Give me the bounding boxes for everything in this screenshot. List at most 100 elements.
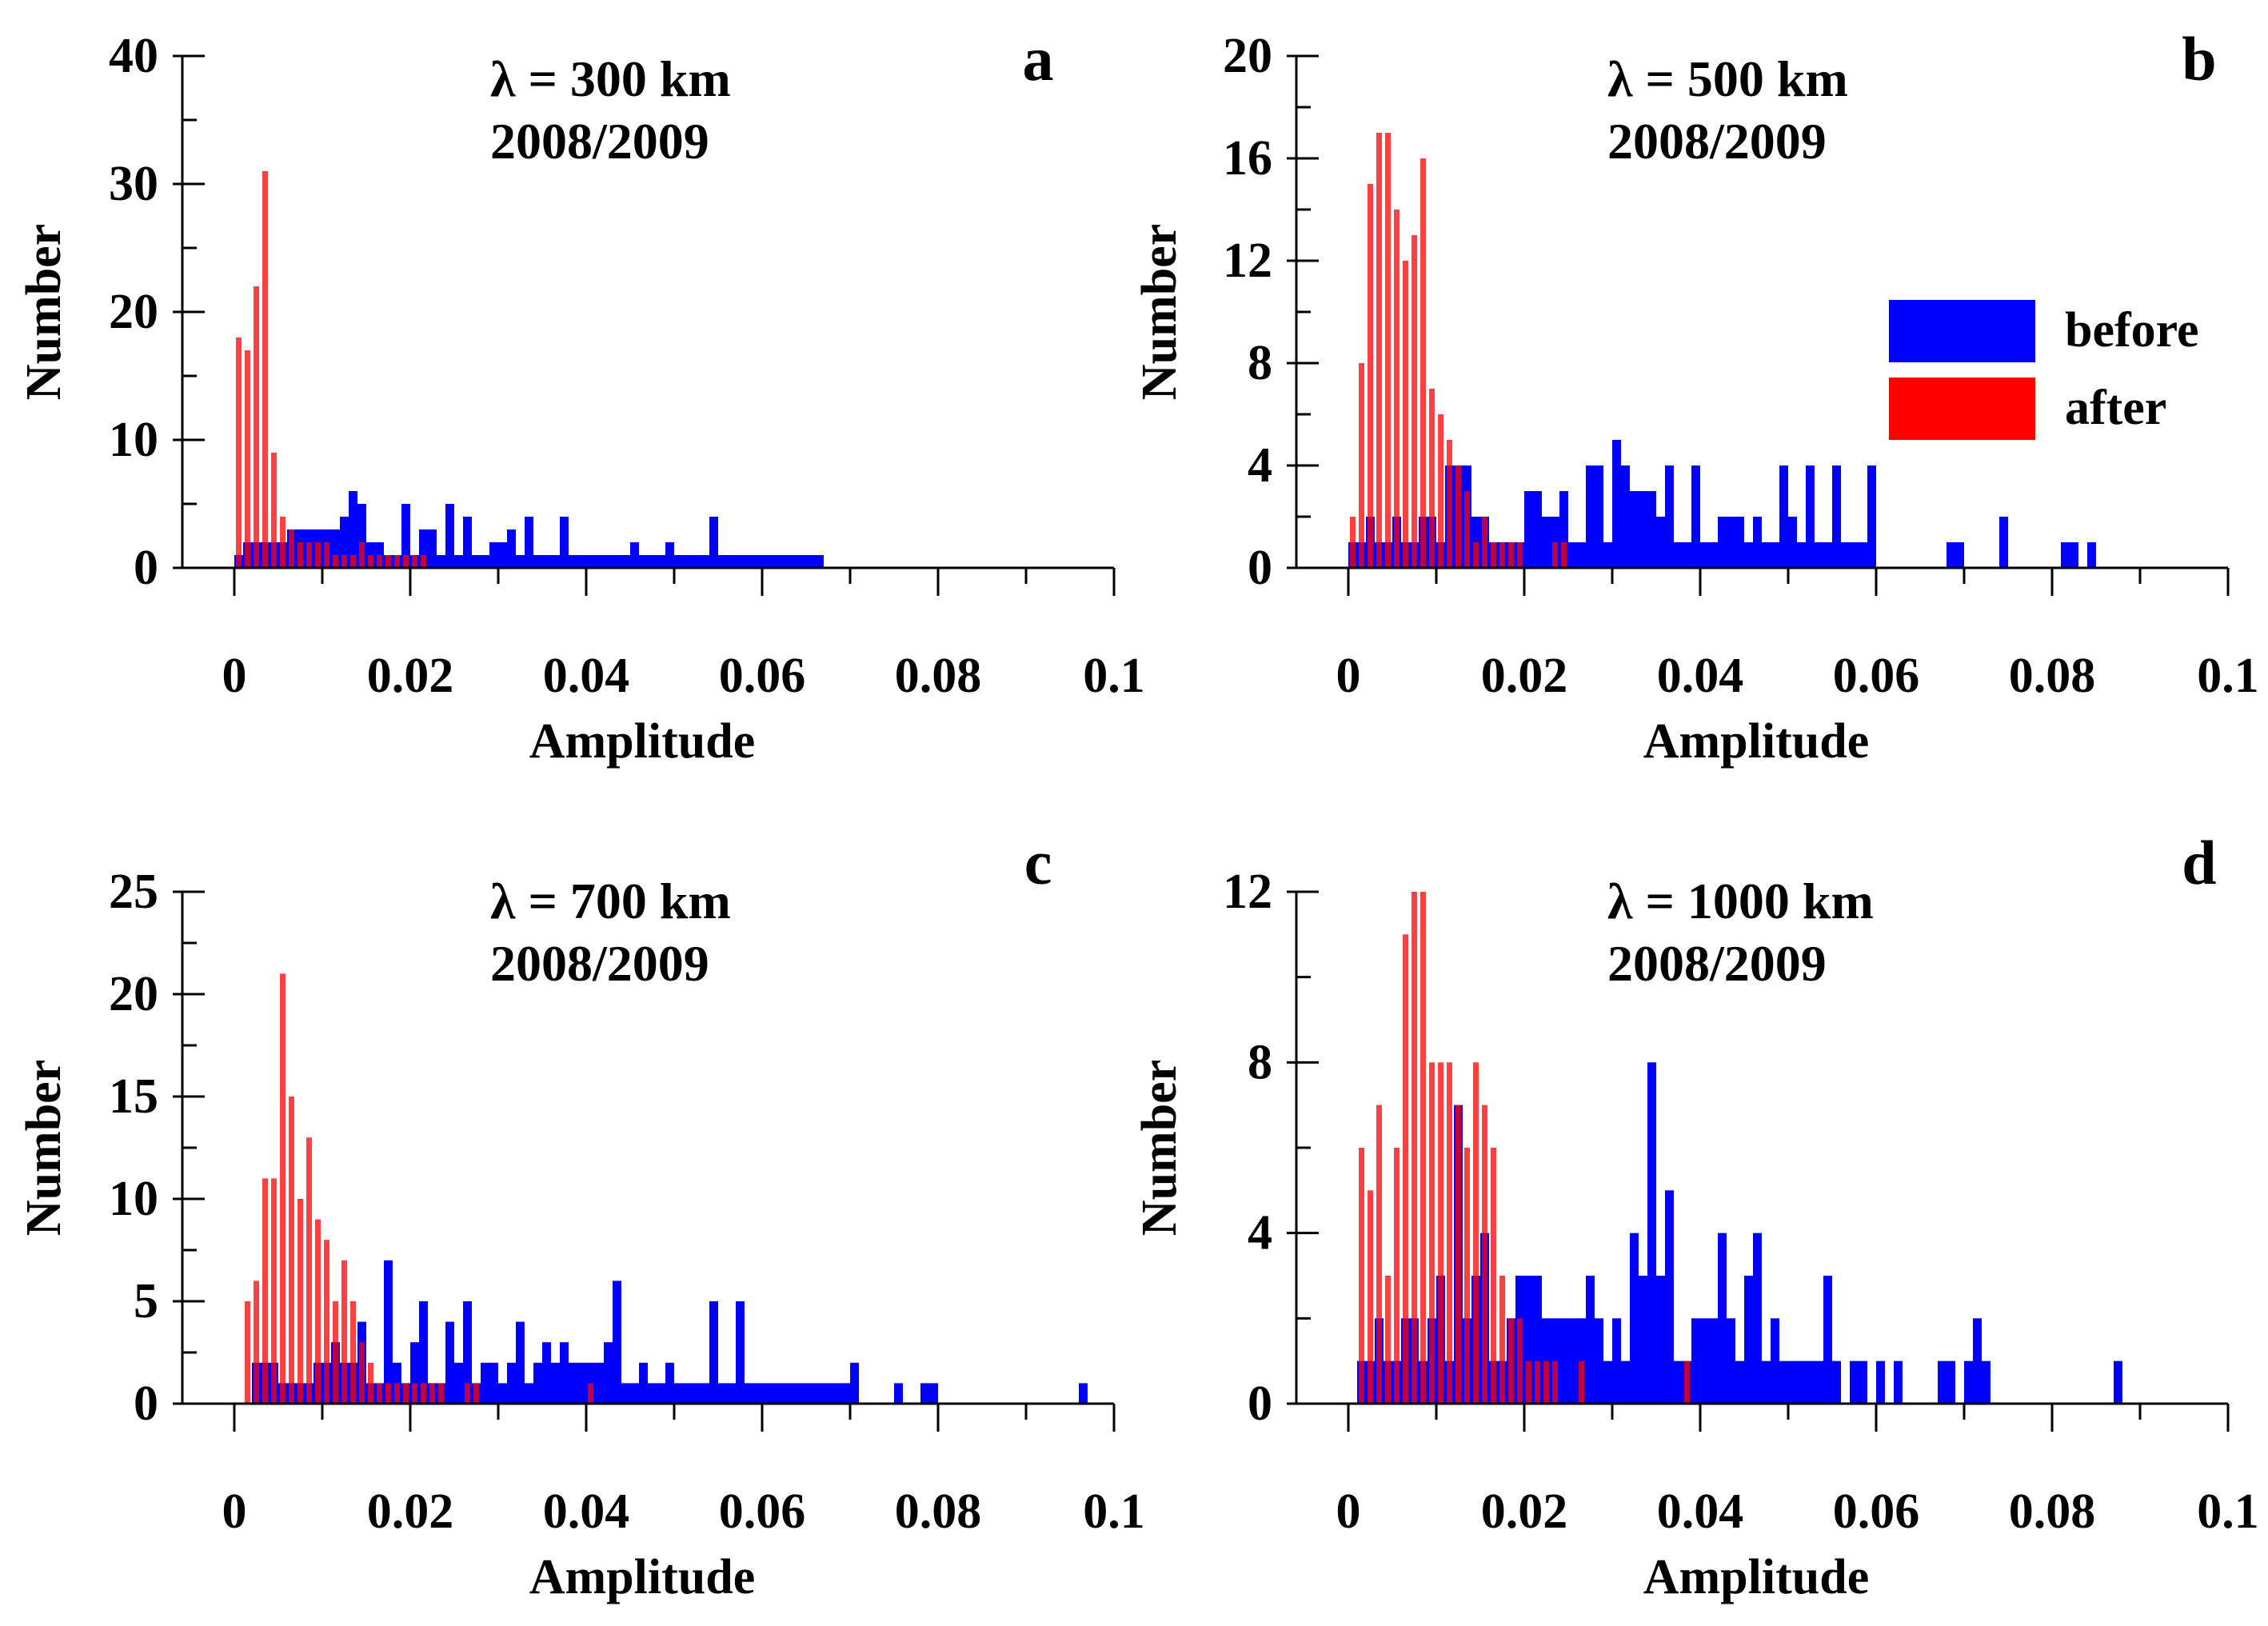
bar-before [507,1362,516,1404]
bar-before [1691,465,1700,568]
bar-after [473,1383,480,1404]
bar-before [709,517,718,568]
bar-before [797,1383,806,1404]
y-tick-label: 20 [109,285,158,339]
bar-after [1446,440,1453,568]
x-tick-label: 0.02 [367,649,454,703]
bar-after [1551,542,1559,568]
panel-letter: a [1023,24,1054,94]
bar-before [445,504,454,568]
bar-before [542,555,551,568]
bar-before [454,1362,463,1404]
x-tick-label: 0.06 [1833,649,1920,703]
bar-before [349,491,357,568]
bar-after [376,555,383,568]
bar-before [428,529,437,568]
bar-after [288,529,295,568]
bar-before [762,1383,771,1404]
bar-after [587,1383,594,1404]
bar-after [323,542,330,568]
bar-before [507,529,516,568]
bar-before [437,555,445,568]
bar-after [314,542,321,568]
wavelength-annotation: λ = 700 km [490,873,731,929]
x-axis-label: Amplitude [529,714,755,769]
bar-before [516,555,525,568]
bar-before [1551,1318,1559,1404]
bar-before [1806,465,1815,568]
bar-after [367,555,374,568]
bar-before [648,555,657,568]
bar-after [358,1342,365,1404]
bar-before [894,1383,903,1404]
bar-before [806,555,815,568]
bar-before [2114,1360,2122,1404]
bar-before [331,529,340,568]
bar-after [349,555,357,568]
panel-d: 0 4 8 12 0 0.02 0.04 0.06 0.08 0.1 Amplitude Number… [1132,828,2259,1604]
legend: before after [1889,300,2199,440]
bar-after [393,1383,401,1404]
bar-after [1393,1148,1400,1404]
bar-after [262,1178,269,1404]
bar-after [244,350,251,568]
bar-before [498,1383,507,1404]
bar-after [1578,1360,1585,1404]
bar-before [1894,1360,1903,1404]
bar-before [1079,1383,1088,1404]
bar-after [1367,1190,1374,1404]
bar-after [262,171,269,568]
bar-before [1797,1360,1806,1404]
bar-before [1762,542,1771,568]
bar-after [1402,934,1409,1404]
bar-after [1358,363,1365,568]
bar-before [489,542,498,568]
bar-before [1735,1360,1744,1404]
bar-before [1859,1360,1867,1404]
bar-before [1815,542,1823,568]
bar-after [1516,542,1523,568]
bar-before [1577,542,1586,568]
bar-before [753,555,762,568]
bar-before [1656,517,1665,568]
y-tick-label: 10 [109,1172,158,1226]
bar-before [780,1383,789,1404]
series-before [252,1260,1088,1404]
bar-after [305,542,313,568]
bar-after [1490,542,1497,568]
bar-before [692,1383,701,1404]
bar-after [1560,542,1567,568]
bar-before [1982,1360,1990,1404]
bar-after [1507,1318,1515,1404]
bar-before [1727,1318,1735,1404]
bar-after [1358,1148,1365,1404]
series-after [1349,133,1567,568]
bar-before [560,517,569,568]
bar-before [824,1383,833,1404]
bar-before [736,555,745,568]
bar-after [1384,1276,1392,1404]
x-tick-label: 0 [222,1484,247,1539]
y-tick-label: 0 [1248,1376,1272,1431]
bar-before [1735,517,1744,568]
x-tick-label: 0.04 [543,1484,630,1539]
bar-after [270,453,278,568]
bar-before [683,1383,692,1404]
bar-after [1367,184,1374,568]
bar-before [701,1383,709,1404]
bar-after [1516,1318,1523,1404]
bar-after [288,1097,295,1404]
bar-after [1481,1105,1488,1404]
series-after [244,973,594,1404]
bar-after [332,555,339,568]
y-tick-label: 20 [109,967,158,1021]
bar-before [551,1362,560,1404]
bar-before [1876,1360,1885,1404]
bar-before [1700,542,1709,568]
bar-before [533,1362,542,1404]
bar-after [437,1383,445,1404]
bar-after [1419,892,1427,1404]
bar-after [385,555,392,568]
bar-before [401,504,410,568]
bar-before [1533,491,1542,568]
